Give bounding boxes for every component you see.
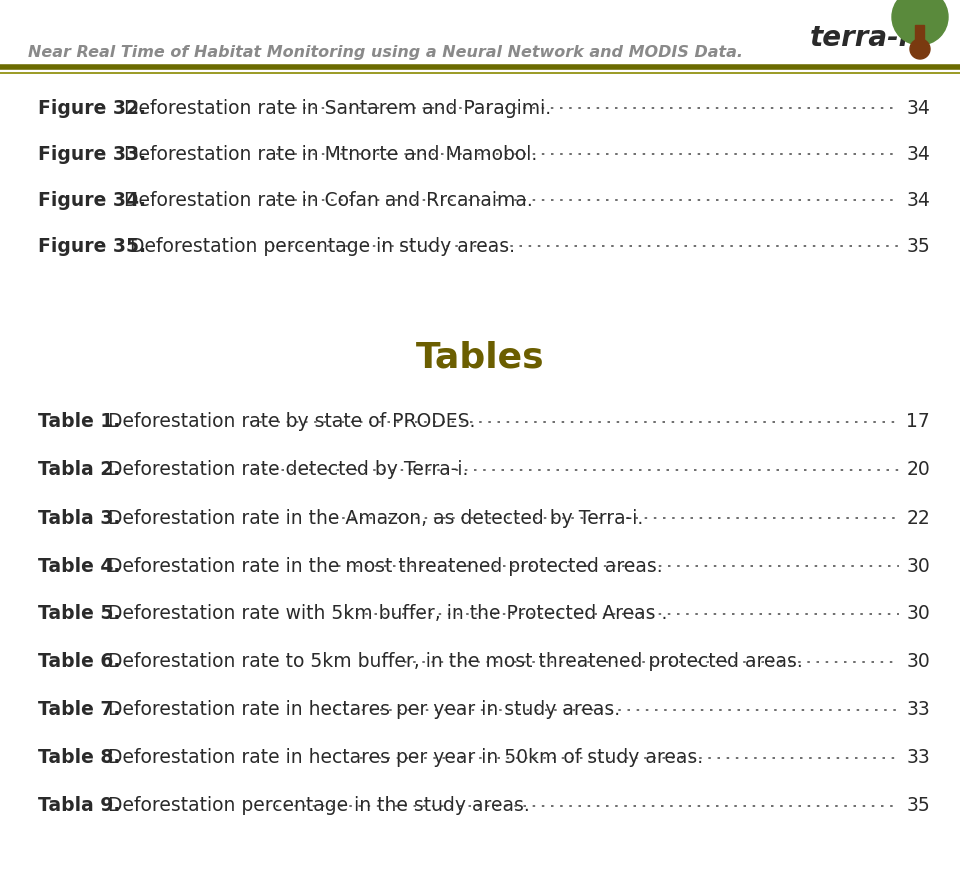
Text: Deforestation rate in the most threatened protected areas.: Deforestation rate in the most threatene… <box>102 556 662 574</box>
Text: 33: 33 <box>906 700 930 719</box>
Text: Table 5.: Table 5. <box>38 604 120 623</box>
Text: Deforestation rate in Cofan and Rrcanaima.: Deforestation rate in Cofan and Rrcanaim… <box>118 190 533 209</box>
Text: Deforestation rate with 5km buffer, in the Protected Areas .: Deforestation rate with 5km buffer, in t… <box>102 604 667 623</box>
Bar <box>915 26 924 50</box>
Text: 30: 30 <box>906 604 930 623</box>
Text: Deforestation rate in Mtnorte and Mamobol.: Deforestation rate in Mtnorte and Mamobo… <box>118 144 538 163</box>
Text: 34: 34 <box>906 144 930 163</box>
Text: 20: 20 <box>906 460 930 479</box>
Circle shape <box>910 40 930 60</box>
Text: 30: 30 <box>906 556 930 574</box>
Text: Table 8.: Table 8. <box>38 747 120 766</box>
Text: Table 4.: Table 4. <box>38 556 120 574</box>
Text: 35: 35 <box>906 236 930 255</box>
Text: Table 1.: Table 1. <box>38 412 120 431</box>
Text: Figure 34.: Figure 34. <box>38 190 146 209</box>
Text: Tables: Tables <box>416 341 544 375</box>
Text: 22: 22 <box>906 507 930 527</box>
Text: Tabla 3.: Tabla 3. <box>38 507 120 527</box>
Text: Deforestation rate in the Amazon, as detected by Terra-i.: Deforestation rate in the Amazon, as det… <box>102 507 643 527</box>
Text: Figure 33.: Figure 33. <box>38 144 146 163</box>
Circle shape <box>892 0 948 46</box>
Text: Figure 35.: Figure 35. <box>38 236 146 255</box>
Text: Table 7.: Table 7. <box>38 700 120 719</box>
Text: Tabla 2.: Tabla 2. <box>38 460 120 479</box>
Text: Deforestation rate in hectares per year in study areas.: Deforestation rate in hectares per year … <box>102 700 620 719</box>
Text: Table 6.: Table 6. <box>38 652 120 671</box>
Text: Deforestation rate in hectares per year in 50km of study areas.: Deforestation rate in hectares per year … <box>102 747 703 766</box>
Text: 30: 30 <box>906 652 930 671</box>
Text: 35: 35 <box>906 796 930 814</box>
Text: 33: 33 <box>906 747 930 766</box>
Text: Deforestation rate in Santarem and Paragimi.: Deforestation rate in Santarem and Parag… <box>118 98 551 117</box>
Text: 34: 34 <box>906 98 930 117</box>
Text: Near Real Time of Habitat Monitoring using a Neural Network and MODIS Data.: Near Real Time of Habitat Monitoring usi… <box>28 44 743 59</box>
Text: 17: 17 <box>906 412 930 431</box>
Text: Deforestation rate to 5km buffer, in the most threatened protected areas.: Deforestation rate to 5km buffer, in the… <box>102 652 803 671</box>
Text: Deforestation rate by state of PRODES.: Deforestation rate by state of PRODES. <box>102 412 475 431</box>
Text: Deforestation rate detected by Terra-i.: Deforestation rate detected by Terra-i. <box>102 460 468 479</box>
Text: Figure 32.: Figure 32. <box>38 98 146 117</box>
Text: Deforestation percentage in the study areas.: Deforestation percentage in the study ar… <box>102 796 530 814</box>
Text: Tabla 9.: Tabla 9. <box>38 796 120 814</box>
Text: 34: 34 <box>906 190 930 209</box>
Text: terra-i: terra-i <box>810 24 909 52</box>
Text: Deforestation percentage in study areas.: Deforestation percentage in study areas. <box>118 236 515 255</box>
